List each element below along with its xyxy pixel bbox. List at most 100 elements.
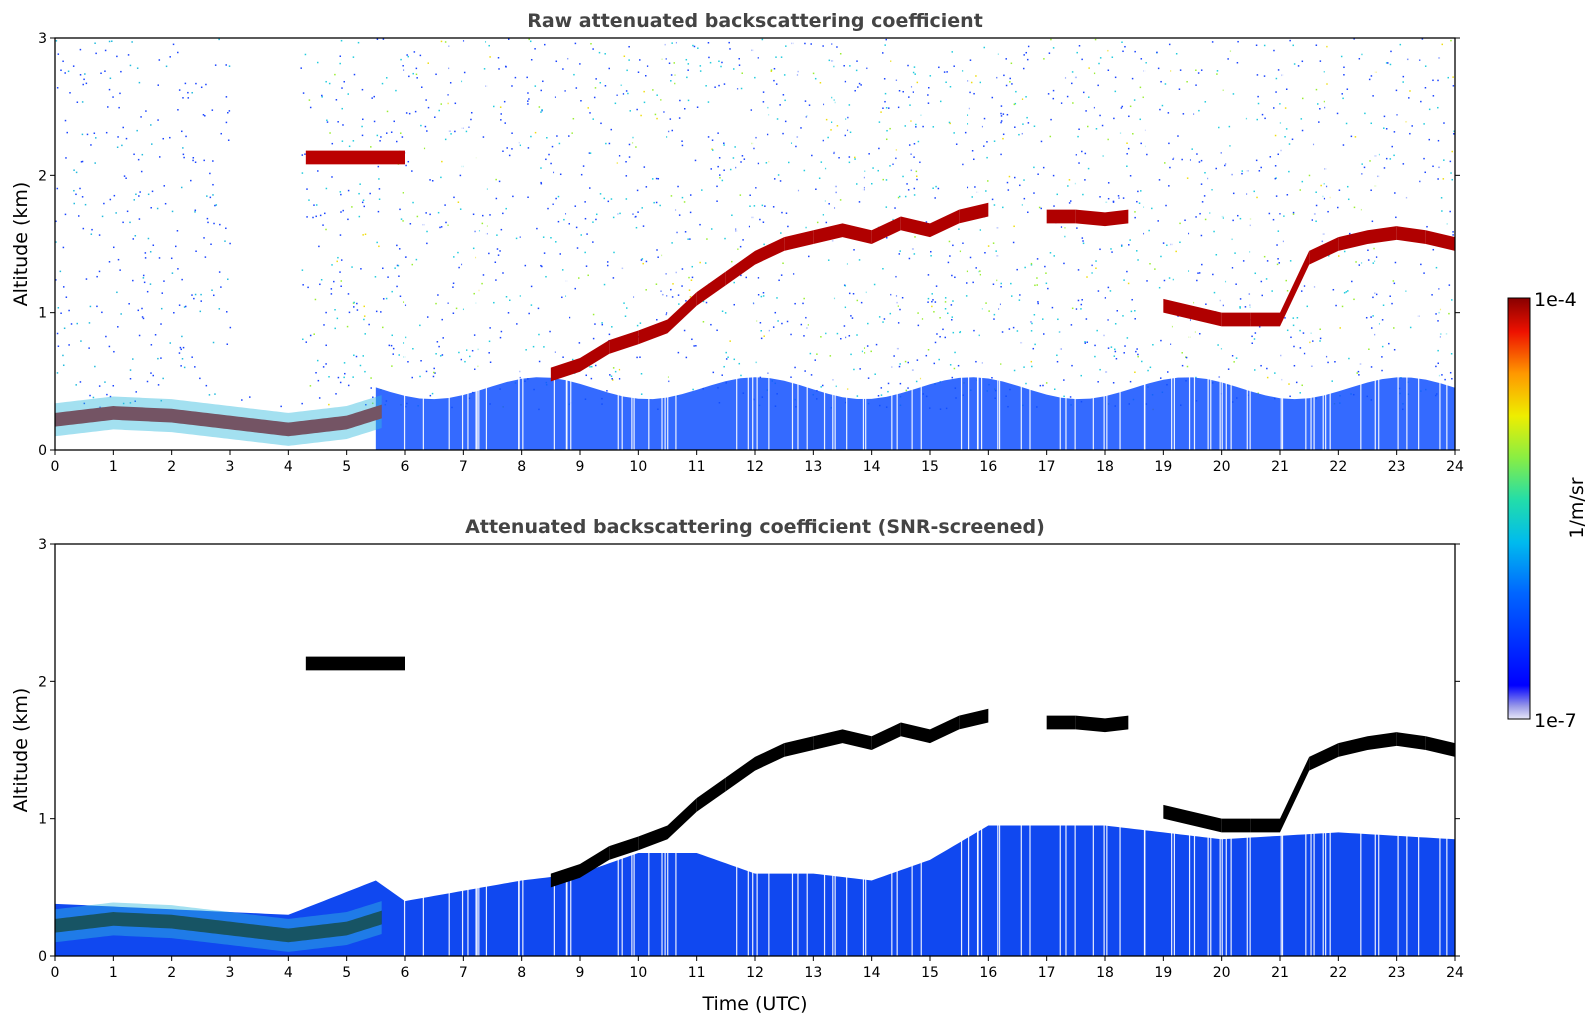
raw-speckle xyxy=(1319,108,1321,110)
raw-speckle xyxy=(781,211,783,214)
raw-speckle xyxy=(1274,165,1277,167)
raw-surface-signal xyxy=(375,377,1455,450)
raw-speckle xyxy=(944,336,947,339)
raw-speckle xyxy=(1284,107,1287,109)
raw-speckle xyxy=(725,351,727,354)
raw-speckle xyxy=(776,118,779,120)
raw-speckle xyxy=(975,360,977,363)
raw-speckle xyxy=(553,171,555,174)
raw-speckle xyxy=(152,374,155,377)
raw-speckle xyxy=(652,89,654,91)
raw-speckle xyxy=(1123,352,1125,354)
raw-speckle xyxy=(584,251,586,254)
screened-cloud-base-segment xyxy=(1046,715,1076,730)
raw-speckle xyxy=(55,220,57,223)
screened-cloud-base-segment xyxy=(871,722,901,750)
raw-speckle xyxy=(137,309,140,312)
raw-speckle xyxy=(178,304,181,306)
raw-speckle xyxy=(1088,67,1090,69)
raw-speckle xyxy=(318,245,320,248)
raw-speckle xyxy=(445,221,447,224)
screened-cloud-base-segment xyxy=(1425,736,1455,757)
raw-x-tick-label: 7 xyxy=(459,459,468,475)
raw-speckle xyxy=(527,196,529,199)
raw-speckle xyxy=(339,191,342,193)
raw-speckle xyxy=(1006,113,1009,116)
raw-cloud-base-segment xyxy=(725,250,755,286)
raw-speckle xyxy=(913,253,916,255)
screened-missing-profile xyxy=(566,544,568,956)
raw-speckle xyxy=(625,90,628,92)
raw-missing-profile xyxy=(980,38,983,450)
screened-missing-profile xyxy=(1106,544,1108,956)
raw-speckle xyxy=(444,41,447,43)
raw-speckle xyxy=(767,106,769,109)
raw-speckle xyxy=(665,58,667,60)
raw-speckle xyxy=(1220,152,1222,154)
raw-speckle xyxy=(741,72,743,74)
raw-speckle xyxy=(568,135,570,137)
raw-speckle xyxy=(1261,113,1264,116)
raw-speckle xyxy=(951,51,954,53)
raw-speckle xyxy=(1056,354,1058,357)
raw-speckle xyxy=(1285,279,1287,282)
raw-speckle xyxy=(1432,248,1435,251)
raw-speckle xyxy=(343,376,345,379)
raw-speckle xyxy=(57,307,60,309)
raw-speckle xyxy=(227,278,229,281)
raw-speckle xyxy=(1292,211,1295,214)
raw-speckle xyxy=(937,187,940,190)
screened-missing-profile xyxy=(1397,544,1399,956)
raw-speckle xyxy=(624,315,627,317)
raw-speckle xyxy=(361,125,363,128)
raw-speckle xyxy=(406,54,408,56)
raw-speckle xyxy=(472,247,475,250)
raw-speckle xyxy=(519,236,521,238)
raw-speckle xyxy=(121,144,123,147)
raw-speckle xyxy=(1451,299,1453,301)
raw-speckle xyxy=(119,269,121,271)
raw-speckle xyxy=(1027,211,1029,214)
raw-speckle xyxy=(314,298,317,301)
raw-missing-profile xyxy=(976,38,979,450)
raw-speckle xyxy=(967,114,969,116)
raw-speckle xyxy=(1437,362,1439,365)
raw-speckle xyxy=(1050,38,1052,41)
raw-speckle xyxy=(611,378,613,380)
raw-speckle xyxy=(1432,95,1435,97)
raw-speckle xyxy=(403,301,405,303)
raw-speckle xyxy=(508,154,511,157)
raw-speckle xyxy=(169,342,172,344)
raw-missing-profile xyxy=(1106,38,1108,450)
raw-missing-profile xyxy=(756,38,758,450)
raw-speckle xyxy=(488,340,491,343)
raw-speckle xyxy=(104,70,106,72)
raw-speckle xyxy=(496,234,498,236)
raw-speckle xyxy=(913,156,915,158)
raw-speckle xyxy=(191,356,193,358)
raw-speckle xyxy=(1198,161,1201,163)
raw-speckle xyxy=(759,376,762,379)
raw-speckle xyxy=(738,57,740,60)
raw-speckle xyxy=(212,160,214,162)
raw-speckle xyxy=(481,282,483,285)
raw-speckle xyxy=(359,364,362,367)
raw-speckle xyxy=(180,348,182,351)
raw-speckle xyxy=(205,83,207,86)
raw-speckle xyxy=(1095,267,1097,269)
raw-speckle xyxy=(656,318,658,321)
raw-speckle xyxy=(209,196,212,199)
raw-speckle xyxy=(645,74,647,77)
screened-x-tick-label: 15 xyxy=(921,965,939,981)
screened-missing-profile xyxy=(1280,544,1282,956)
raw-speckle xyxy=(370,377,372,379)
raw-speckle xyxy=(1148,229,1150,232)
raw-speckle xyxy=(550,162,552,165)
raw-speckle xyxy=(1222,304,1224,307)
raw-speckle xyxy=(622,93,625,95)
raw-speckle xyxy=(108,345,111,348)
raw-speckle xyxy=(1385,62,1388,64)
raw-speckle xyxy=(878,121,881,123)
raw-speckle xyxy=(131,41,133,43)
raw-speckle xyxy=(398,354,400,356)
